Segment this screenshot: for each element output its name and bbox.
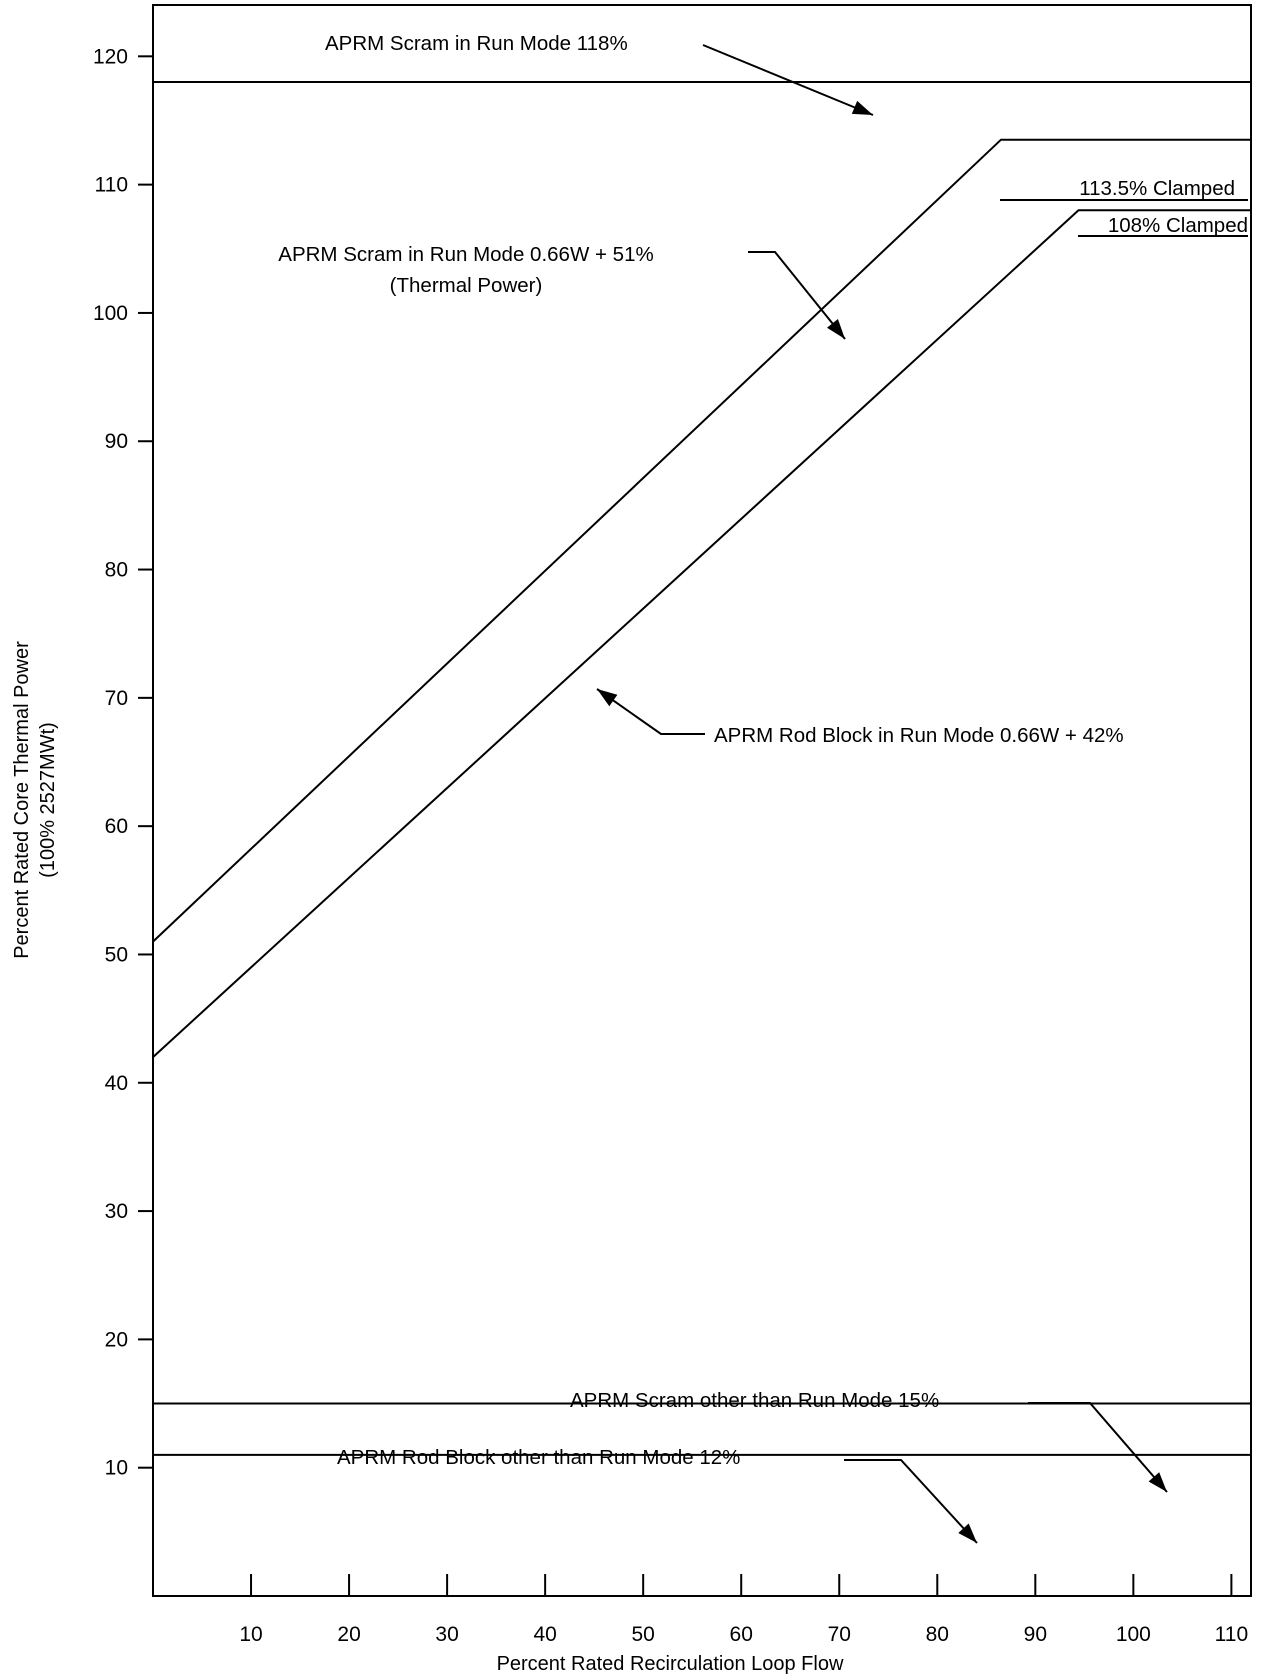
x-axis-ticks: 10 20 30 40 50 60 70 80 90 100 110	[239, 1574, 1248, 1646]
y-tick-label-20: 20	[105, 1328, 128, 1351]
leader-scram-118	[702, 44, 874, 116]
series-lines	[152, 81, 1251, 1456]
x-tick-label-90: 90	[1024, 1623, 1047, 1646]
y-tick-label-40: 40	[105, 1072, 128, 1095]
leader-scram-15	[1028, 1402, 1168, 1493]
annotation-scram-flow-sub: (Thermal Power)	[390, 274, 543, 297]
leader-scram-118-arrowhead	[851, 100, 873, 115]
y-tick-label-50: 50	[105, 943, 128, 966]
annotation-rodblock-flow: APRM Rod Block in Run Mode 0.66W + 42%	[714, 724, 1124, 747]
leader-rodblock-12-arrowhead	[958, 1523, 977, 1543]
x-tick-label-10: 10	[239, 1623, 262, 1646]
x-tick-label-30: 30	[435, 1623, 458, 1646]
annotation-scram-15: APRM Scram other than Run Mode 15%	[570, 1389, 939, 1412]
x-axis-title: Percent Rated Recirculation Loop Flow	[497, 1653, 844, 1675]
leader-rodblock-12	[844, 1459, 978, 1544]
annotation-clamp-113-5: 113.5% Clamped	[1079, 177, 1235, 200]
x-tick-label-50: 50	[631, 1623, 654, 1646]
y-axis-title: Percent Rated Core Thermal Power	[11, 641, 33, 959]
y-tick-label-110: 110	[95, 174, 128, 197]
y-axis-subtitle: (100% 2527MWt)	[37, 722, 59, 878]
y-tick-label-90: 90	[105, 430, 128, 453]
annotation-scram-flow: APRM Scram in Run Mode 0.66W + 51%	[278, 243, 653, 266]
leader-scram-flow-arrowhead	[827, 319, 845, 339]
y-tick-label-80: 80	[105, 559, 128, 582]
y-tick-label-10: 10	[105, 1457, 128, 1480]
x-tick-label-60: 60	[730, 1623, 753, 1646]
leader-scram-15-arrowhead	[1148, 1472, 1167, 1492]
x-tick-label-80: 80	[926, 1623, 949, 1646]
y-tick-label-60: 60	[105, 815, 128, 838]
x-tick-label-70: 70	[828, 1623, 851, 1646]
y-tick-label-30: 30	[105, 1200, 128, 1223]
y-tick-label-120: 120	[93, 45, 128, 68]
y-tick-label-100: 100	[93, 302, 128, 325]
y-axis-ticks: 10 20 30 40 50 60 70 80 90 100 110 120	[93, 45, 153, 1480]
x-tick-label-20: 20	[337, 1623, 360, 1646]
leader-rodblock-flow	[596, 688, 705, 735]
leader-rodblock-flow-arrowhead	[597, 689, 618, 707]
plot-frame	[152, 4, 1252, 1597]
x-tick-label-40: 40	[533, 1623, 556, 1646]
x-tick-label-100: 100	[1116, 1623, 1151, 1646]
scram-flow-line	[152, 138, 1251, 943]
leader-scram-flow	[748, 251, 846, 340]
y-tick-label-70: 70	[105, 687, 128, 710]
annotation-clamp-108: 108% Clamped	[1108, 214, 1248, 237]
rodblock-flow-line	[152, 209, 1251, 1058]
annotation-scram-118: APRM Scram in Run Mode 118%	[325, 32, 628, 55]
annotation-rodblock-12: APRM Rod Block other than Run Mode 12%	[337, 1446, 740, 1469]
annotation-leaders	[596, 44, 1248, 1544]
x-tick-label-110: 110	[1215, 1623, 1248, 1646]
